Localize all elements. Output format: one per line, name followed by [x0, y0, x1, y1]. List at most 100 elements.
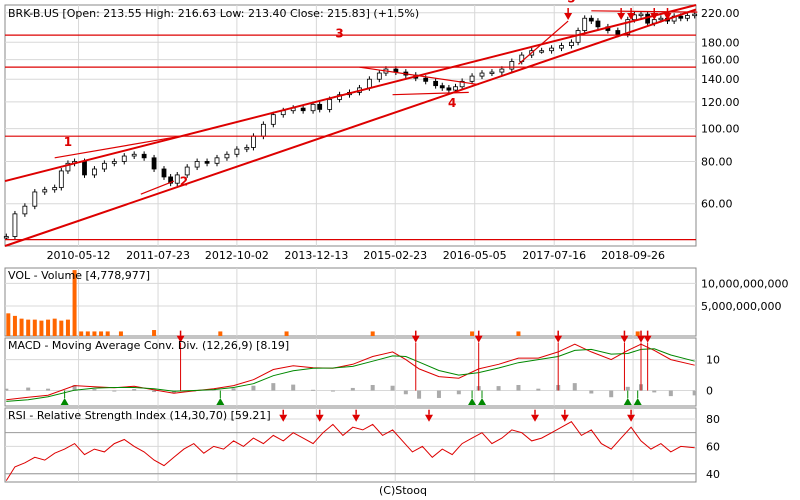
macd-y-tick: 0: [706, 385, 713, 398]
candle: [174, 174, 180, 184]
candle: [317, 103, 323, 110]
arrow-down-marker: [411, 335, 420, 343]
macd-histogram-bar: [609, 390, 614, 398]
macd-histogram-bar: [350, 387, 355, 391]
candle: [489, 71, 495, 74]
candle: [214, 157, 220, 164]
candle: [204, 161, 210, 164]
volume-bars: [6, 270, 640, 336]
candle: [582, 17, 588, 31]
macd-histogram-bar: [152, 390, 157, 393]
macd-histogram-bar: [668, 390, 673, 397]
candle: [459, 80, 465, 88]
arrow-up-marker: [216, 398, 225, 405]
price-grid: 220.00180.00160.00140.00120.00100.0080.0…: [5, 5, 740, 262]
volume-bar: [284, 331, 289, 336]
macd-histogram-bar: [251, 385, 256, 391]
volume-bar: [516, 331, 521, 336]
macd-arrows: [60, 330, 652, 405]
candle: [423, 77, 429, 82]
macd-histogram-bar: [652, 390, 657, 393]
candle: [141, 153, 147, 159]
macd-histogram-bar: [4, 388, 9, 391]
macd-histogram-bar: [417, 390, 422, 399]
macd-histogram-bar: [92, 389, 97, 391]
price-y-tick: 120.00: [701, 96, 740, 109]
volume-bar: [6, 313, 11, 336]
macd-panel-title: MACD - Moving Average Conv. Div. (12,26,…: [8, 339, 289, 352]
trend-line: [4, 8, 697, 247]
macd-histogram-bar: [171, 390, 176, 394]
candle: [376, 72, 382, 80]
candle: [439, 85, 445, 89]
candle: [393, 68, 399, 73]
annotation-label: 2: [180, 174, 188, 188]
panel-2: [4, 267, 697, 337]
volume-bar: [92, 331, 97, 336]
trend-line: [54, 135, 181, 159]
candle: [58, 170, 64, 188]
candle: [595, 20, 601, 28]
candle: [111, 161, 117, 164]
arrow-down-marker: [279, 414, 288, 422]
arrow-down-marker: [531, 414, 540, 422]
candle: [224, 153, 230, 159]
volume-bar: [105, 331, 110, 336]
price-y-tick: 100.00: [701, 123, 740, 136]
trend-line: [4, 4, 697, 183]
rsi-y-tick: 40: [706, 468, 720, 481]
macd-histogram-bar: [271, 383, 276, 391]
volume-bar: [19, 318, 24, 336]
annotations: 1 2 3 4 5: [64, 0, 576, 188]
candle: [469, 75, 475, 82]
price-y-tick: 80.00: [701, 155, 733, 168]
date-x-tick: 2015-02-23: [363, 249, 427, 262]
candle: [270, 114, 276, 125]
macd-y-tick: 10: [706, 354, 720, 367]
candle: [184, 166, 190, 176]
volume-bar: [79, 331, 84, 336]
candle: [52, 187, 58, 191]
rsi-y-tick: 80: [706, 413, 720, 426]
panel-4: [4, 407, 697, 483]
macd-histogram-bar: [72, 384, 77, 391]
macd-histogram-bar: [112, 390, 117, 392]
candle: [549, 47, 554, 52]
candle: [22, 205, 28, 215]
macd-histogram-bar: [390, 385, 395, 391]
volume-bar: [218, 331, 223, 336]
arrow-up-marker: [60, 398, 69, 405]
macd-histogram-bar: [132, 389, 137, 391]
date-x-tick: 2016-05-05: [443, 249, 507, 262]
volume-bar: [85, 331, 90, 336]
candle: [327, 99, 333, 110]
candle: [260, 123, 266, 137]
volume-bar: [99, 331, 104, 336]
rsi-panel-title: RSI - Relative Strength Index (14,30,70)…: [8, 409, 271, 422]
annotation-label: 1: [64, 135, 72, 149]
candle: [121, 155, 127, 162]
macd-histogram-bar: [516, 384, 521, 391]
macd-histogram-bar: [26, 387, 31, 391]
macd-line: [6, 343, 695, 401]
macd-histogram-bar: [692, 390, 697, 396]
arrow-down-marker: [176, 335, 185, 343]
arrow-down-marker: [627, 414, 636, 422]
candle: [3, 236, 9, 239]
arrow-down-marker: [663, 13, 672, 20]
candle: [692, 13, 698, 17]
annotation-label: 5: [567, 0, 575, 5]
candle: [65, 162, 71, 172]
macd-histogram-bar: [436, 390, 441, 398]
macd-histogram-bar: [536, 388, 541, 391]
volume-y-tick: 10,000,000,000: [701, 277, 788, 290]
price-y-tick: 60.00: [701, 198, 733, 211]
candle: [300, 107, 306, 112]
arrow-down-marker: [315, 414, 324, 422]
macd-histogram-bar: [456, 390, 461, 395]
candle: [479, 72, 485, 77]
date-x-tick: 2011-07-23: [126, 249, 190, 262]
candle: [244, 147, 250, 150]
candle: [678, 15, 684, 19]
candle: [559, 45, 564, 49]
